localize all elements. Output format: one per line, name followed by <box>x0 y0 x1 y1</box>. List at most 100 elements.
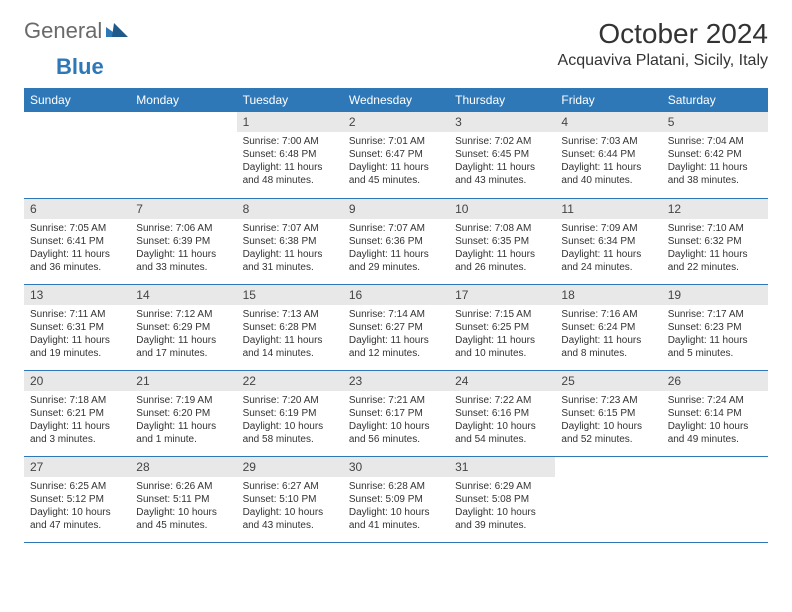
day-detail-line: Sunrise: 7:04 AM <box>668 135 762 148</box>
day-detail-line: Sunrise: 7:16 AM <box>561 308 655 321</box>
day-number: 6 <box>24 199 130 219</box>
day-detail-line: Sunrise: 7:13 AM <box>243 308 337 321</box>
day-detail-line: Sunset: 6:39 PM <box>136 235 230 248</box>
day-detail-line: Sunset: 6:15 PM <box>561 407 655 420</box>
month-title: October 2024 <box>558 18 768 50</box>
calendar-day-cell: 16Sunrise: 7:14 AMSunset: 6:27 PMDayligh… <box>343 284 449 370</box>
day-details: Sunrise: 7:16 AMSunset: 6:24 PMDaylight:… <box>555 305 661 364</box>
day-detail-line: Sunrise: 7:17 AM <box>668 308 762 321</box>
day-detail-line: Sunset: 6:48 PM <box>243 148 337 161</box>
day-detail-line: Sunset: 6:29 PM <box>136 321 230 334</box>
calendar-day-cell: 19Sunrise: 7:17 AMSunset: 6:23 PMDayligh… <box>662 284 768 370</box>
day-number: 9 <box>343 199 449 219</box>
day-details: Sunrise: 7:11 AMSunset: 6:31 PMDaylight:… <box>24 305 130 364</box>
calendar-body: 1Sunrise: 7:00 AMSunset: 6:48 PMDaylight… <box>24 112 768 542</box>
calendar-day-cell: 5Sunrise: 7:04 AMSunset: 6:42 PMDaylight… <box>662 112 768 198</box>
day-detail-line: Daylight: 10 hours <box>455 420 549 433</box>
weekday-header-row: SundayMondayTuesdayWednesdayThursdayFrid… <box>24 88 768 112</box>
calendar-day-cell: 15Sunrise: 7:13 AMSunset: 6:28 PMDayligh… <box>237 284 343 370</box>
day-detail-line: Sunrise: 7:24 AM <box>668 394 762 407</box>
day-number: 24 <box>449 371 555 391</box>
calendar-day-cell: 12Sunrise: 7:10 AMSunset: 6:32 PMDayligh… <box>662 198 768 284</box>
calendar-day-cell: 18Sunrise: 7:16 AMSunset: 6:24 PMDayligh… <box>555 284 661 370</box>
day-number: 28 <box>130 457 236 477</box>
day-number: 23 <box>343 371 449 391</box>
day-details: Sunrise: 7:05 AMSunset: 6:41 PMDaylight:… <box>24 219 130 278</box>
day-detail-line: and 54 minutes. <box>455 433 549 446</box>
day-number: 29 <box>237 457 343 477</box>
calendar-day-cell: 9Sunrise: 7:07 AMSunset: 6:36 PMDaylight… <box>343 198 449 284</box>
day-detail-line: and 48 minutes. <box>243 174 337 187</box>
day-number: 7 <box>130 199 236 219</box>
day-detail-line: Sunset: 6:21 PM <box>30 407 124 420</box>
calendar-day-cell <box>24 112 130 198</box>
day-number: 20 <box>24 371 130 391</box>
day-details: Sunrise: 7:13 AMSunset: 6:28 PMDaylight:… <box>237 305 343 364</box>
day-detail-line: Sunrise: 7:03 AM <box>561 135 655 148</box>
day-details: Sunrise: 6:28 AMSunset: 5:09 PMDaylight:… <box>343 477 449 536</box>
day-detail-line: Sunset: 5:09 PM <box>349 493 443 506</box>
day-detail-line: Daylight: 10 hours <box>668 420 762 433</box>
day-details: Sunrise: 7:07 AMSunset: 6:36 PMDaylight:… <box>343 219 449 278</box>
day-detail-line: and 56 minutes. <box>349 433 443 446</box>
day-detail-line: Daylight: 11 hours <box>561 334 655 347</box>
day-detail-line: Sunset: 6:38 PM <box>243 235 337 248</box>
day-detail-line: Daylight: 11 hours <box>136 334 230 347</box>
day-number: 15 <box>237 285 343 305</box>
day-detail-line: Sunset: 5:12 PM <box>30 493 124 506</box>
day-detail-line: Sunset: 6:32 PM <box>668 235 762 248</box>
day-detail-line: Sunset: 6:27 PM <box>349 321 443 334</box>
day-details: Sunrise: 6:25 AMSunset: 5:12 PMDaylight:… <box>24 477 130 536</box>
calendar-day-cell: 26Sunrise: 7:24 AMSunset: 6:14 PMDayligh… <box>662 370 768 456</box>
calendar-day-cell: 24 Sunrise: 7:22 AMSunset: 6:16 PMDayligh… <box>449 370 555 456</box>
day-detail-line: and 17 minutes. <box>136 347 230 360</box>
day-detail-line: Sunrise: 7:22 AM <box>455 394 549 407</box>
day-detail-line: Sunrise: 7:07 AM <box>349 222 443 235</box>
day-number: 25 <box>555 371 661 391</box>
day-details: Sunrise: 6:29 AMSunset: 5:08 PMDaylight:… <box>449 477 555 536</box>
day-detail-line: Sunrise: 7:11 AM <box>30 308 124 321</box>
day-detail-line: and 22 minutes. <box>668 261 762 274</box>
day-detail-line: Daylight: 11 hours <box>30 420 124 433</box>
day-number: 12 <box>662 199 768 219</box>
day-details: Sunrise: 7:06 AMSunset: 6:39 PMDaylight:… <box>130 219 236 278</box>
day-details: Sunrise: 7:00 AMSunset: 6:48 PMDaylight:… <box>237 132 343 191</box>
day-detail-line: and 14 minutes. <box>243 347 337 360</box>
day-detail-line: Daylight: 11 hours <box>561 161 655 174</box>
calendar-day-cell: 22Sunrise: 7:20 AMSunset: 6:19 PMDayligh… <box>237 370 343 456</box>
day-detail-line: Sunset: 6:28 PM <box>243 321 337 334</box>
calendar-day-cell: 17Sunrise: 7:15 AMSunset: 6:25 PMDayligh… <box>449 284 555 370</box>
day-number: 2 <box>343 112 449 132</box>
day-detail-line: Sunrise: 7:21 AM <box>349 394 443 407</box>
day-detail-line: and 29 minutes. <box>349 261 443 274</box>
weekday-header: Friday <box>555 88 661 112</box>
day-detail-line: Sunset: 6:16 PM <box>455 407 549 420</box>
day-detail-line: Sunset: 5:10 PM <box>243 493 337 506</box>
day-detail-line: Daylight: 10 hours <box>30 506 124 519</box>
day-detail-line: and 40 minutes. <box>561 174 655 187</box>
day-detail-line: and 3 minutes. <box>30 433 124 446</box>
calendar-day-cell: 27Sunrise: 6:25 AMSunset: 5:12 PMDayligh… <box>24 456 130 542</box>
day-details: Sunrise: 7:07 AMSunset: 6:38 PMDaylight:… <box>237 219 343 278</box>
brand-part1: General <box>24 18 102 44</box>
calendar-day-cell: 25Sunrise: 7:23 AMSunset: 6:15 PMDayligh… <box>555 370 661 456</box>
weekday-header: Saturday <box>662 88 768 112</box>
day-detail-line: Sunrise: 7:08 AM <box>455 222 549 235</box>
day-detail-line: Sunset: 6:42 PM <box>668 148 762 161</box>
calendar-day-cell <box>555 456 661 542</box>
day-number: 11 <box>555 199 661 219</box>
day-number: 10 <box>449 199 555 219</box>
day-detail-line: Sunrise: 7:09 AM <box>561 222 655 235</box>
day-detail-line: and 1 minute. <box>136 433 230 446</box>
day-number: 22 <box>237 371 343 391</box>
day-detail-line: and 5 minutes. <box>668 347 762 360</box>
day-detail-line: Sunset: 6:19 PM <box>243 407 337 420</box>
weekday-header: Monday <box>130 88 236 112</box>
calendar-day-cell <box>130 112 236 198</box>
day-detail-line: Sunrise: 7:23 AM <box>561 394 655 407</box>
day-detail-line: and 12 minutes. <box>349 347 443 360</box>
day-detail-line: Sunrise: 7:14 AM <box>349 308 443 321</box>
day-detail-line: Daylight: 11 hours <box>30 334 124 347</box>
day-detail-line: Sunset: 6:47 PM <box>349 148 443 161</box>
day-detail-line: and 8 minutes. <box>561 347 655 360</box>
